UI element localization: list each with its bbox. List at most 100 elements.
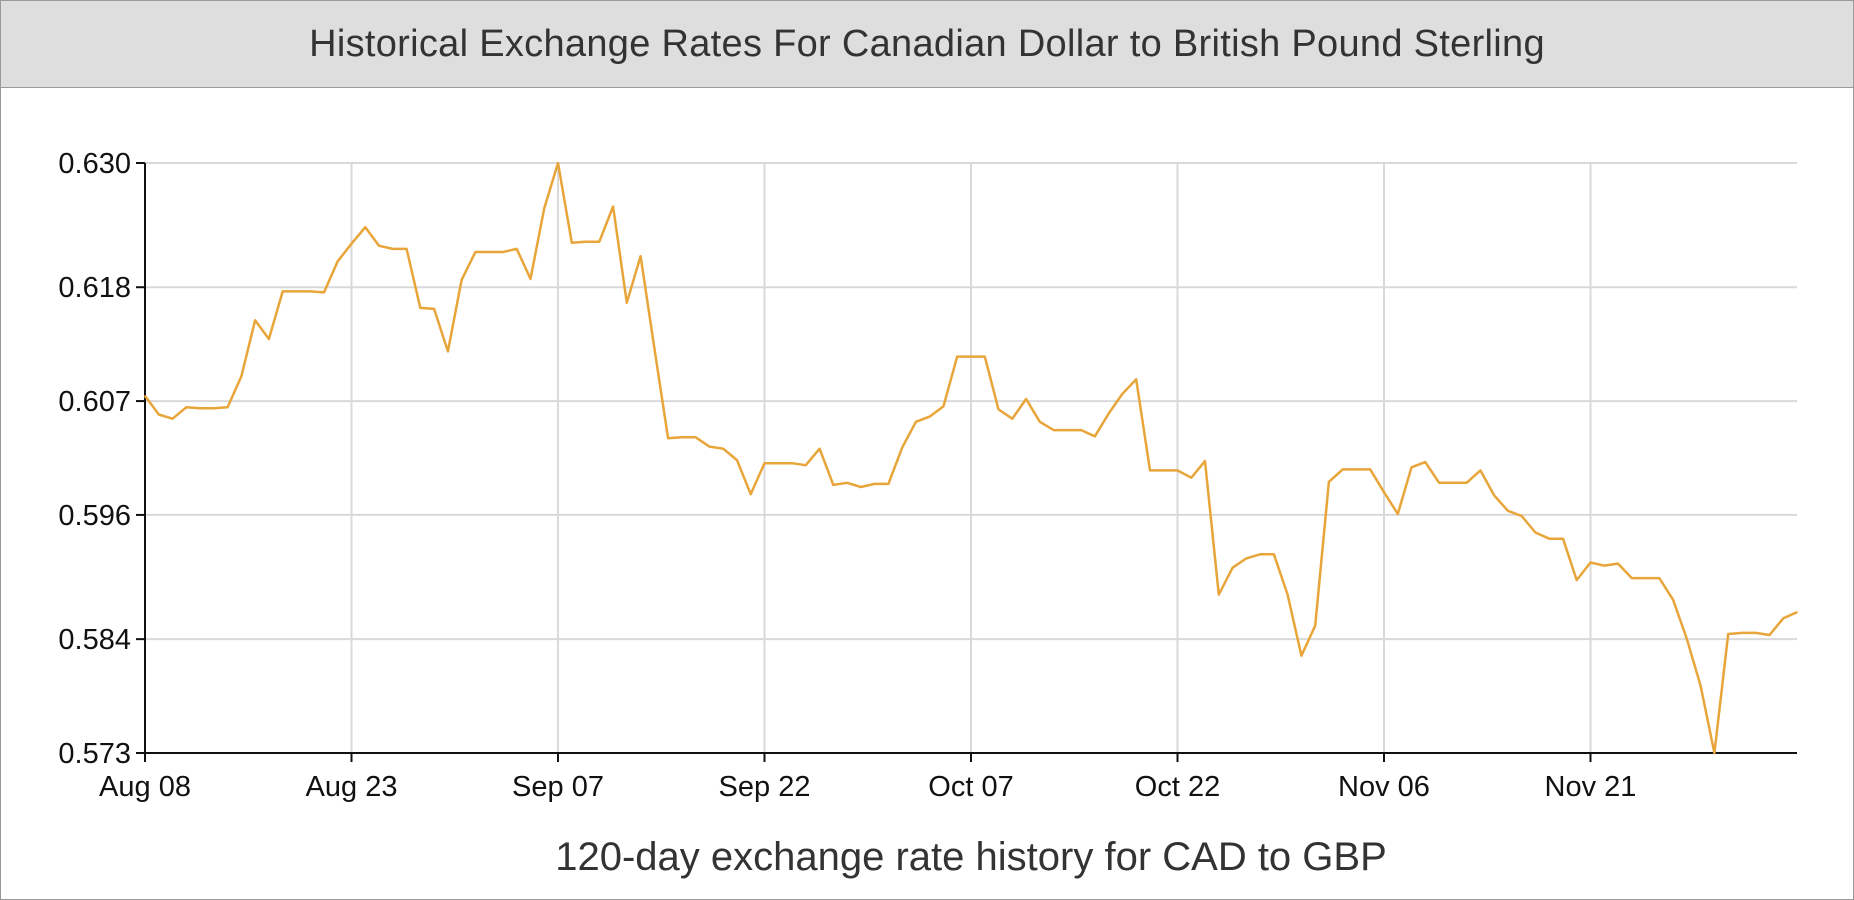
data-point	[1410, 466, 1413, 469]
data-point	[694, 436, 697, 439]
data-point	[1631, 577, 1633, 579]
data-point	[1039, 421, 1041, 423]
data-point	[1589, 561, 1592, 564]
y-tick-label: 0.618	[58, 272, 131, 304]
data-point	[846, 482, 848, 484]
data-point	[873, 483, 876, 485]
data-point	[1231, 566, 1234, 569]
data-point	[667, 437, 669, 440]
data-point	[474, 251, 477, 253]
data-point	[323, 291, 325, 294]
data-point	[543, 207, 545, 210]
x-axis-label: 120-day exchange rate history for CAD to…	[555, 835, 1387, 879]
data-point	[1328, 481, 1330, 483]
x-axis-ticks: Aug 08 Aug 23 Sep 07 Sep 22 Oct 07 Oct 22 Nov …	[99, 753, 1636, 803]
data-point	[199, 407, 201, 410]
data-point	[970, 355, 972, 358]
y-tick-label: 0.573	[58, 738, 131, 770]
data-point	[639, 255, 642, 257]
data-point	[1713, 752, 1716, 754]
data-point	[336, 260, 339, 263]
x-tick-label: Aug 08	[99, 771, 191, 803]
data-point	[254, 319, 256, 322]
data-point	[1548, 537, 1550, 540]
data-point	[1273, 553, 1275, 556]
data-point	[419, 307, 422, 309]
data-point	[1245, 557, 1248, 560]
data-point	[956, 355, 958, 358]
data-point	[1011, 417, 1014, 420]
data-point	[1149, 469, 1151, 472]
data-point	[392, 248, 394, 250]
data-point	[1603, 564, 1606, 567]
data-point	[1204, 460, 1206, 462]
data-point	[1025, 398, 1027, 400]
data-point	[1741, 632, 1743, 634]
data-point	[185, 406, 188, 409]
data-point	[433, 308, 435, 310]
data-point	[1672, 599, 1674, 601]
y-tick-label: 0.584	[58, 624, 131, 656]
data-point	[681, 436, 683, 439]
data-point	[515, 248, 518, 250]
data-point	[309, 290, 312, 293]
data-point	[1617, 562, 1619, 565]
data-point	[488, 251, 491, 253]
data-point	[1052, 429, 1055, 431]
data-point	[1686, 638, 1688, 640]
data-point	[1754, 632, 1757, 634]
data-point	[763, 462, 766, 465]
data-point	[1369, 468, 1371, 471]
data-point	[1575, 579, 1578, 581]
data-point	[984, 355, 986, 358]
data-point	[736, 459, 738, 461]
data-point	[1094, 435, 1096, 438]
data-point	[364, 226, 367, 228]
grid-lines	[145, 162, 1797, 754]
data-point	[653, 347, 656, 350]
data-point	[1507, 510, 1509, 512]
data-point	[268, 338, 270, 340]
y-tick-label: 0.607	[58, 386, 131, 418]
data-point	[708, 445, 711, 448]
x-tick-label: Nov 06	[1338, 771, 1430, 803]
data-point	[901, 446, 903, 449]
x-tick-label: Aug 23	[306, 771, 398, 803]
data-point	[1259, 553, 1261, 556]
data-point	[571, 241, 573, 244]
data-point	[1699, 684, 1702, 687]
data-point	[598, 240, 601, 243]
data-point	[1355, 468, 1358, 471]
x-tick-label: Nov 21	[1545, 771, 1637, 803]
data-point	[1438, 482, 1440, 484]
chart-title: Historical Exchange Rates For Canadian D…	[309, 22, 1545, 65]
y-tick-label: 0.630	[58, 148, 131, 180]
data-point	[584, 240, 587, 243]
data-point	[749, 493, 752, 496]
data-point	[557, 162, 559, 164]
data-point	[240, 375, 243, 378]
data-point	[791, 462, 793, 465]
data-point	[460, 279, 463, 281]
data-point	[1493, 494, 1495, 497]
data-point	[1107, 412, 1110, 415]
data-point	[626, 301, 628, 304]
data-point	[1176, 469, 1179, 472]
data-point	[915, 421, 917, 423]
data-point	[1727, 633, 1729, 635]
data-point	[350, 242, 353, 245]
data-point	[1300, 654, 1303, 657]
data-point	[997, 408, 1000, 411]
data-point	[1644, 577, 1647, 579]
data-point	[1383, 491, 1385, 494]
data-point	[1397, 513, 1399, 515]
data-point	[529, 278, 532, 280]
data-point	[928, 415, 931, 418]
data-point	[1768, 634, 1771, 636]
data-point	[1135, 378, 1137, 381]
data-point	[1286, 593, 1289, 596]
data-point	[612, 205, 614, 208]
data-point	[1479, 469, 1482, 472]
data-point	[777, 462, 780, 465]
